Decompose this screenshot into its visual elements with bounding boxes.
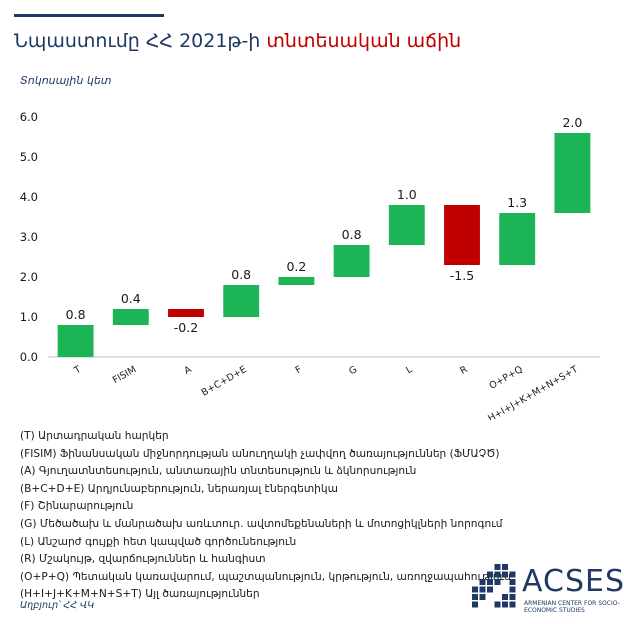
bar-fisim [112,309,149,325]
logo-square [509,571,516,578]
data-label: 0.8 [231,267,251,282]
x-tick-label: R [458,364,470,377]
y-tick-label: 4.0 [20,190,38,204]
y-axis-unit-label: Տոկոսային կետ [20,74,112,87]
data-label: 0.4 [121,291,141,306]
page-title: Նպաստումը ՀՀ 2021թ-ի տնտեսական աճին [14,30,461,52]
x-tick-label: B+C+D+E [200,364,249,399]
data-label: 0.8 [66,307,86,322]
logo-square [502,564,508,570]
legend-item: (R) Մշակույթ, զվարճություններ և հանգիստ [20,553,266,566]
source-note: Աղբյուր՝ ՀՀ ՎԿ [20,600,95,611]
legend-item: (O+P+Q) Պետական կառավարում, պաշտպանությո… [20,570,511,583]
y-tick-label: 2.0 [20,270,38,284]
bar-r [444,205,480,265]
data-label: -0.2 [174,320,198,335]
logo-square [494,571,501,578]
x-tick-label: H+I+J+K+M+N+S+T [486,364,580,420]
logo-square [502,594,508,600]
logo-square [509,601,516,608]
acses-logo-icon [472,564,516,608]
bar-h-i-j-k-m-n-s-t [554,133,591,213]
logo-square [479,579,486,585]
legend-list: (T) Արտադրական հարկեր (FISIM) Ֆինանսական … [20,428,511,604]
waterfall-chart: 0.0 1.0 2.0 3.0 4.0 5.0 6.0 0.8 T 0.4 FISIM -0.2 A 0.… [20,110,600,420]
y-tick-label: 3.0 [20,230,38,244]
logo-square [487,571,493,578]
acses-logo: ACSES ARMENIAN CENTER FOR SOCIO-ECONOMIC… [470,562,624,620]
logo-square [509,586,516,593]
legend-item: (B+C+D+E) Արդյունաբերություն, ներառյալ է… [20,482,338,495]
bar-o-p-q [499,213,536,265]
y-tick-label: 5.0 [20,150,38,164]
logo-square [494,564,501,570]
logo-square [502,571,508,578]
x-tick-label: O+P+Q [487,364,524,392]
x-tick-label: L [404,364,415,377]
legend-item: (L) Անշարժ գույքի հետ կապված գործունեութ… [20,535,297,548]
logo-name: ACSES [522,564,624,599]
bar-f [278,277,315,285]
bar-a [168,309,204,317]
legend-item: (H+I+J+K+M+N+S+T) Այլ ծառայություններ [20,588,260,601]
data-label: 0.8 [342,227,362,242]
logo-square [509,579,516,585]
logo-square [479,586,486,593]
logo-square [509,594,516,600]
bar-l [388,205,425,245]
title-part-1: Նպաստումը ՀՀ 2021թ-ի [14,30,261,52]
data-label: -1.5 [450,268,474,283]
x-tick-label: T [72,364,84,377]
legend-item: (G) Մեծածախ և մանրածախ առևտուր. ավտոմեքե… [20,517,503,530]
x-tick-label: FISIM [111,364,138,386]
logo-square [472,601,478,608]
logo-square [472,594,478,600]
legend-item: (FISIM) Ֆինանսական միջնորդության անուղղա… [20,447,500,460]
logo-square [479,594,486,600]
bar-t [57,325,94,357]
data-label: 1.0 [397,187,417,202]
x-tick-label: A [182,364,194,377]
y-tick-label: 0.0 [20,350,38,364]
x-tick-label: G [347,364,359,377]
legend-item: (F) Շինարարություն [20,500,134,513]
logo-square [487,579,493,585]
bar-g [333,245,370,277]
logo-square [494,601,501,608]
top-rule [14,14,164,17]
y-tick-label: 1.0 [20,310,38,324]
data-label: 1.3 [507,195,527,210]
legend-item: (A) Գյուղատնտեսություն, անտառային տնտեսո… [20,465,417,478]
data-label: 2.0 [562,115,582,130]
title-part-2: տնտեսական աճին [266,30,462,52]
logo-square [502,601,508,608]
y-tick-label: 6.0 [20,110,38,124]
bar-b-c-d-e [223,285,260,317]
logo-subtitle: ARMENIAN CENTER FOR SOCIO-ECONOMIC STUDI… [524,600,620,614]
x-tick-label: F [294,364,304,376]
legend-item: (T) Արտադրական հարկեր [20,430,169,442]
logo-square [487,586,493,593]
data-label: 0.2 [286,259,306,274]
logo-square [472,586,478,593]
logo-square [494,579,501,585]
